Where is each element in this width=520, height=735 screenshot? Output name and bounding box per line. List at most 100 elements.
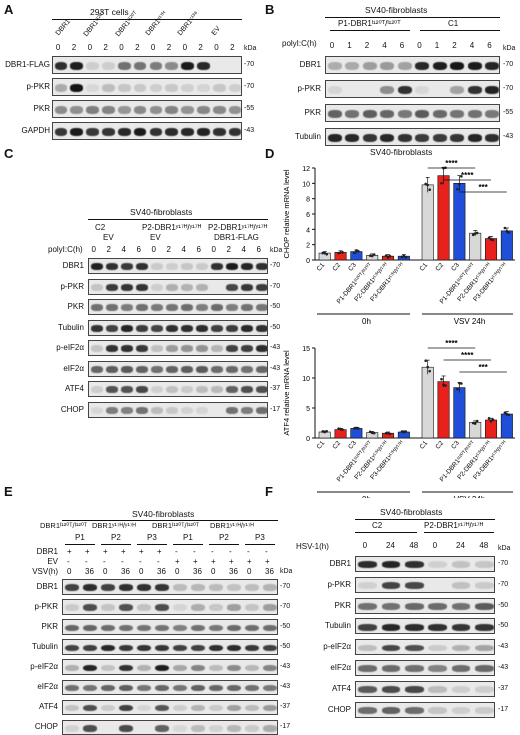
E-band-7-8 — [208, 725, 224, 732]
D1-dot-8-2 — [460, 382, 463, 385]
E-band-6-10 — [244, 704, 260, 712]
B-time-4: 6 — [399, 41, 405, 50]
E-row-label-3: Tubulin — [32, 642, 58, 652]
C-band-0-11 — [255, 263, 267, 271]
E-dbr1-10: - — [247, 547, 250, 556]
E-band-4-1 — [82, 664, 98, 672]
E-band-6-7 — [190, 704, 206, 712]
C-band-3-0 — [90, 324, 103, 332]
D0-dot-9-2 — [475, 231, 479, 235]
C-blot-7 — [88, 401, 268, 418]
C-band-4-3 — [135, 345, 148, 353]
D1-dot-10-0 — [487, 417, 491, 420]
F-band-2-0 — [358, 603, 377, 610]
E-band-2-10 — [244, 624, 260, 632]
B-band-3-7 — [450, 134, 465, 142]
E-kda-7: -17 — [280, 723, 291, 731]
F-row-label-0: DBR1 — [329, 559, 351, 568]
D0-dot-6-2 — [428, 188, 431, 192]
panel-f-treatment: HSV-1(h) — [296, 542, 329, 551]
E-band-5-6 — [172, 684, 188, 692]
E-band-1-11 — [262, 604, 277, 611]
E-blot-4 — [62, 659, 278, 675]
C-band-7-3 — [135, 406, 148, 414]
F-band-3-4 — [451, 623, 471, 631]
D0-dot-3-1 — [370, 254, 374, 258]
D1-dot-3-0 — [368, 430, 372, 434]
E-patient-line-1 — [101, 544, 131, 545]
A-kda-1: -70 — [244, 83, 255, 90]
D1-dot-4-0 — [384, 432, 388, 435]
C-band-0-7 — [195, 263, 208, 271]
E-row-label-5: eIF2α — [37, 682, 58, 692]
C-band-7-7 — [195, 406, 208, 414]
B-band-1-9 — [485, 86, 499, 94]
D0-dot-1-2 — [341, 251, 344, 254]
D1-dot-0-1 — [323, 430, 326, 434]
F-band-7-0 — [358, 707, 377, 714]
A-band-2-1 — [70, 106, 84, 114]
panel-c-header: SV40-fibroblasts — [130, 207, 193, 217]
E-band-3-5 — [154, 644, 170, 652]
B-band-2-2 — [362, 110, 377, 118]
A-band-1-3 — [102, 84, 115, 92]
D0-cat-7: C2 — [434, 261, 445, 272]
F-band-7-1 — [381, 707, 401, 714]
C-time-9: 2 — [226, 245, 231, 254]
D1-bar-10 — [485, 419, 498, 439]
E-kda-unit: kDa — [280, 568, 293, 575]
E-band-7-3 — [118, 725, 134, 732]
F-band-0-5 — [475, 561, 494, 569]
A-time-11: 2 — [230, 43, 235, 52]
D1-bar-1 — [334, 429, 347, 439]
B-band-3-4 — [397, 134, 412, 142]
D0-cat-6: C1 — [419, 261, 430, 272]
panel-d-header: SV40-fibroblasts — [370, 147, 433, 157]
E-band-0-1 — [82, 584, 98, 591]
C-band-2-11 — [255, 304, 267, 312]
F-row-label-6: ATF4 — [332, 683, 351, 693]
E-ev-8: + — [211, 557, 216, 566]
D0-sig-2: *** — [478, 183, 488, 192]
E-band-1-10 — [244, 604, 260, 611]
F-row-label-2: PKR — [334, 600, 351, 610]
C-band-2-6 — [180, 304, 193, 312]
B-row-label-3: Tubulin — [295, 132, 321, 141]
D1-sig-1: **** — [461, 351, 474, 360]
B-band-0-6 — [432, 62, 447, 70]
D1-cat-1: C2 — [331, 439, 342, 450]
B-band-3-6 — [432, 134, 447, 142]
B-row-label-2: PKR — [304, 108, 321, 117]
A-band-3-10 — [212, 128, 226, 136]
C-band-7-2 — [120, 406, 133, 414]
C-band-7-11 — [255, 406, 267, 414]
C-time-4: 0 — [151, 245, 156, 254]
E-kda-1: -70 — [280, 602, 291, 610]
D1-sig-2: *** — [478, 363, 488, 372]
E-band-0-6 — [172, 584, 188, 591]
C-band-1-9 — [225, 283, 238, 291]
A-band-1-8 — [181, 84, 194, 92]
D1-bar-7 — [437, 381, 450, 439]
E-patient-0: P1 — [75, 533, 85, 542]
C-band-7-4 — [150, 406, 163, 414]
D0-bar-10 — [485, 238, 498, 261]
A-time-2: 0 — [87, 43, 93, 52]
panel-a-header-line — [52, 19, 242, 20]
B-band-1-0 — [327, 86, 342, 94]
E-genotype-2: DBR1ᴵ¹²⁰ᵀ/ᴵ¹²⁰ᵀ — [152, 521, 200, 530]
D1-dot-6-2 — [428, 369, 431, 373]
E-band-5-11 — [262, 684, 277, 692]
D0-dot-8-2 — [460, 175, 463, 178]
A-band-2-0 — [54, 106, 68, 114]
A-band-3-6 — [149, 128, 163, 136]
A-band-3-4 — [117, 128, 131, 136]
D1-bar-6 — [421, 366, 434, 439]
D1-dot-7-0 — [440, 377, 443, 381]
F-band-6-5 — [475, 686, 494, 693]
D1-dot-7-1 — [442, 383, 445, 387]
A-band-1-11 — [228, 84, 241, 92]
E-blot-2 — [62, 619, 278, 635]
panel-f-header-line — [355, 519, 495, 520]
C-band-0-4 — [150, 263, 163, 271]
